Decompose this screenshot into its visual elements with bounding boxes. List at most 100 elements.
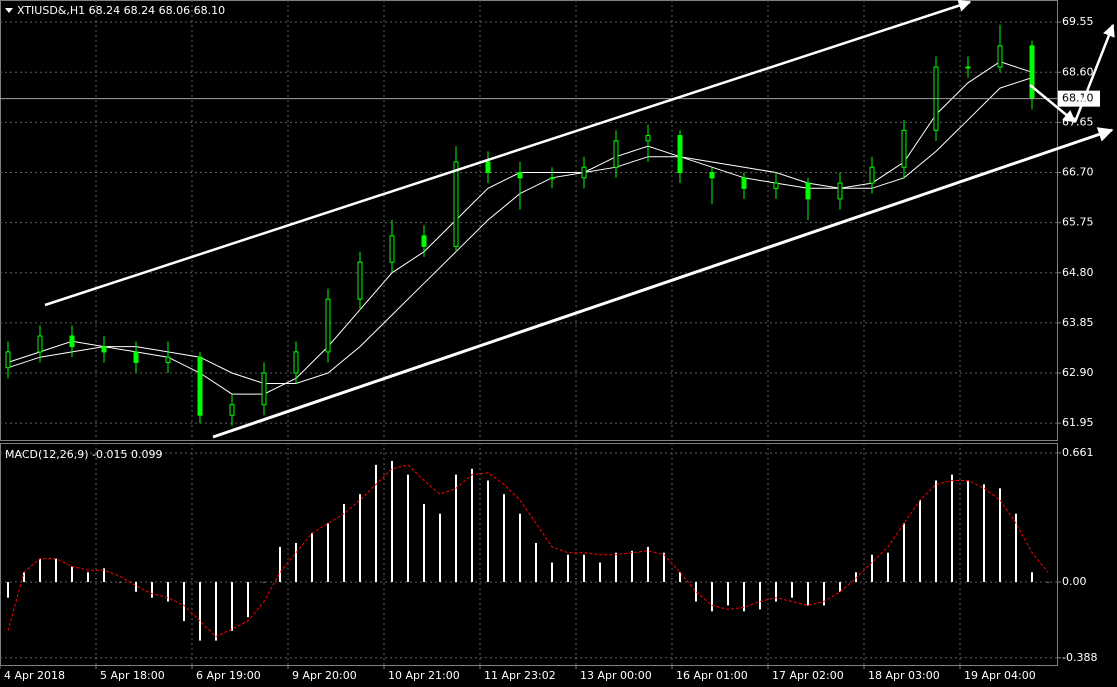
channel-lower: [212, 127, 1114, 439]
candle-body: [485, 161, 491, 174]
x-tick-label: 19 Apr 04:00: [964, 669, 1036, 682]
macd-bar: [1047, 582, 1049, 583]
macd-bar: [407, 474, 409, 583]
candle-body: [101, 346, 107, 353]
macd-bar: [887, 552, 889, 583]
macd-bar: [455, 474, 457, 583]
current-price-box: [1058, 90, 1100, 107]
macd-title: MACD(12,26,9) -0.015 0.099: [5, 448, 163, 461]
macd-bar: [71, 566, 73, 583]
macd-bar: [535, 542, 537, 583]
macd-bar: [791, 582, 793, 598]
current-price-label: 68.10: [1062, 92, 1094, 105]
macd-bar: [87, 572, 89, 583]
macd-bar: [343, 503, 345, 583]
x-tick-label: 13 Apr 00:00: [580, 669, 652, 682]
macd-bar: [295, 542, 297, 583]
macd-bar: [903, 523, 905, 583]
macd-bar: [583, 554, 585, 583]
macd-panel: [0, 443, 1058, 666]
macd-bar: [551, 562, 553, 583]
macd-bar: [759, 582, 761, 610]
macd-bar: [39, 558, 41, 583]
macd-bar: [167, 582, 169, 602]
candle-body: [421, 235, 427, 247]
y-tick-label: 69.55: [1062, 15, 1094, 28]
arrow-down: [1029, 84, 1076, 123]
candle-body: [741, 177, 747, 189]
macd-bar: [487, 480, 489, 583]
macd-bar: [311, 533, 313, 583]
x-tick-label: 5 Apr 18:00: [100, 669, 165, 682]
candle-body: [805, 182, 811, 200]
macd-bar: [983, 484, 985, 583]
macd-bar: [439, 513, 441, 583]
candle-body: [5, 351, 11, 369]
macd-bar: [119, 582, 121, 583]
candle-body: [165, 356, 171, 363]
arrow-up: [1073, 23, 1115, 123]
macd-bar: [935, 480, 937, 583]
y-tick-label: 65.75: [1062, 216, 1094, 229]
macd-bar: [7, 582, 9, 598]
candle-body: [197, 356, 203, 416]
y-tick-label: 0.00: [1062, 575, 1087, 588]
candle-body: [229, 404, 235, 416]
macd-bar: [743, 582, 745, 612]
candle-body: [709, 172, 715, 179]
x-tick-label: 18 Apr 03:00: [868, 669, 940, 682]
macd-bar: [839, 582, 841, 592]
macd-bar: [679, 572, 681, 583]
candle-body: [773, 182, 779, 189]
candle-body: [677, 135, 683, 174]
macd-bar: [695, 582, 697, 602]
macd-bar: [503, 494, 505, 583]
channel-upper: [44, 0, 972, 307]
candle-body: [645, 135, 651, 142]
menu-triangle: [5, 8, 13, 13]
macd-bar: [231, 582, 233, 631]
macd-bar: [727, 582, 729, 606]
candle-body: [293, 351, 299, 374]
y-tick-label: 61.95: [1062, 416, 1094, 429]
candle-body: [613, 140, 619, 168]
macd-bar: [423, 503, 425, 583]
macd-bar: [711, 582, 713, 612]
macd-bar: [567, 554, 569, 583]
macd-bar: [151, 582, 153, 598]
macd-bar: [391, 460, 393, 583]
candle-body: [581, 166, 587, 179]
x-tick-label: 11 Apr 23:02: [484, 669, 556, 682]
y-tick-label: 66.70: [1062, 166, 1094, 179]
macd-bar: [919, 500, 921, 583]
y-tick-label: 63.85: [1062, 316, 1094, 329]
x-tick-label: 16 Apr 01:00: [676, 669, 748, 682]
candle-body: [453, 161, 459, 247]
macd-bar: [999, 488, 1001, 583]
chart-title: XTIUSD&,H1 68.24 68.24 68.06 68.10: [17, 4, 225, 17]
macd-bar: [631, 550, 633, 583]
macd-bar: [279, 546, 281, 583]
macd-bar: [359, 494, 361, 583]
x-tick-label: 10 Apr 21:00: [388, 669, 460, 682]
y-tick-label: 62.90: [1062, 366, 1094, 379]
candle-body: [37, 335, 43, 353]
macd-bar: [647, 546, 649, 583]
macd-bar: [1015, 513, 1017, 583]
candle-body: [869, 166, 875, 184]
macd-bar: [599, 562, 601, 583]
candle-body: [261, 372, 267, 406]
candle-body: [133, 351, 139, 363]
macd-bar: [199, 582, 201, 641]
macd-bar: [55, 558, 57, 583]
macd-bar: [951, 474, 953, 583]
x-tick-label: 17 Apr 02:00: [772, 669, 844, 682]
main-panel: [0, 0, 1058, 441]
y-tick-label: 64.80: [1062, 266, 1094, 279]
candle-body: [965, 66, 971, 69]
y-tick-label: -0.388: [1062, 651, 1097, 664]
y-tick-label: 0.661: [1062, 446, 1094, 459]
candle-body: [69, 335, 75, 348]
macd-bar: [663, 552, 665, 583]
